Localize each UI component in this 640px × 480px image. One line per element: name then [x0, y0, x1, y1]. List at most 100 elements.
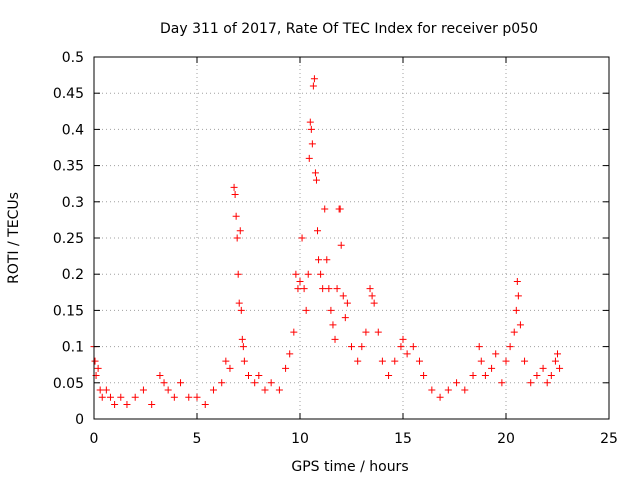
data-point-marker	[319, 285, 327, 293]
data-point-marker	[461, 386, 469, 394]
data-point-marker	[399, 335, 407, 343]
data-point-marker	[436, 393, 444, 401]
data-point-marker	[453, 379, 461, 387]
data-point-marker	[148, 401, 156, 409]
data-point-marker	[333, 285, 341, 293]
data-point-marker	[235, 299, 243, 307]
data-point-marker	[251, 379, 259, 387]
data-point-marker	[516, 321, 524, 329]
plot-frame	[93, 56, 610, 420]
data-point-marker	[218, 379, 226, 387]
y-tick-label: 0.05	[53, 376, 84, 392]
data-point-marker	[428, 386, 436, 394]
data-point-marker	[492, 350, 500, 358]
y-tick-label: 0.15	[53, 303, 84, 319]
data-point-marker	[343, 299, 351, 307]
data-point-marker	[366, 285, 374, 293]
data-point-marker	[311, 169, 319, 177]
data-point-marker	[304, 270, 312, 278]
data-point-marker	[160, 379, 168, 387]
data-point-marker	[374, 328, 382, 336]
data-point-marker	[444, 386, 452, 394]
data-point-marker	[298, 234, 306, 242]
data-point-marker	[362, 328, 370, 336]
data-point-marker	[226, 364, 234, 372]
data-point-marker	[533, 372, 541, 380]
data-point-marker	[317, 270, 325, 278]
data-point-marker	[358, 343, 366, 351]
data-point-marker	[341, 314, 349, 322]
y-tick-label: 0.25	[53, 231, 84, 247]
x-tick-label: 20	[497, 431, 515, 447]
data-point-marker	[292, 270, 300, 278]
axis-ticks: 0 0.05 0.1 0.15 0.2 0.25 0.3 0.35 0.4 0.45 0.5 0 5 10…	[53, 50, 618, 447]
data-point-marker	[201, 401, 209, 409]
y-tick-label: 0	[75, 412, 84, 428]
y-tick-label: 0.5	[62, 50, 84, 66]
data-point-marker	[267, 379, 275, 387]
data-point-marker	[521, 357, 529, 365]
data-point-marker	[111, 401, 119, 409]
data-point-marker	[238, 335, 246, 343]
data-point-marker	[245, 372, 252, 380]
data-point-marker	[391, 357, 399, 365]
data-point-marker	[475, 343, 483, 351]
data-point-marker	[348, 343, 355, 351]
data-point-marker	[237, 306, 245, 314]
data-point-marker	[339, 292, 347, 300]
data-point-marker	[300, 285, 308, 293]
data-point-marker	[385, 372, 393, 380]
data-point-marker	[547, 372, 555, 380]
data-point-marker	[307, 125, 315, 133]
data-point-marker	[96, 386, 104, 394]
data-point-marker	[261, 386, 269, 394]
data-point-marker	[336, 205, 344, 213]
data-point-marker	[294, 285, 302, 293]
data-point-marker	[286, 350, 294, 358]
y-tick-label: 0.4	[62, 122, 84, 138]
data-point-marker	[98, 393, 106, 401]
data-point-marker	[403, 350, 411, 358]
data-point-marker	[323, 256, 331, 264]
data-point-marker	[94, 364, 102, 372]
grid-lines	[93, 56, 610, 420]
data-point-marker	[91, 357, 99, 365]
data-point-marker	[331, 335, 339, 343]
y-tick-label: 0.45	[53, 86, 84, 102]
x-tick-label: 25	[600, 431, 618, 447]
data-point-marker	[378, 357, 386, 365]
data-point-marker	[514, 292, 522, 300]
data-points	[90, 75, 564, 409]
data-point-marker	[239, 343, 247, 351]
data-point-marker	[469, 372, 477, 380]
data-point-marker	[327, 306, 335, 314]
data-point-marker	[420, 372, 428, 380]
y-axis-title: ROTI / TECUs	[6, 192, 22, 284]
chart-title: Day 311 of 2017, Rate Of TEC Index for r…	[160, 21, 538, 37]
data-point-marker	[368, 292, 376, 300]
data-point-marker	[240, 357, 248, 365]
data-point-marker	[296, 277, 304, 285]
data-point-marker	[232, 212, 240, 220]
data-point-marker	[177, 379, 185, 387]
data-point-marker	[506, 343, 514, 351]
data-point-marker	[131, 393, 139, 401]
data-point-marker	[477, 357, 485, 365]
data-point-marker	[502, 357, 510, 365]
data-point-marker	[513, 277, 521, 285]
data-point-marker	[543, 379, 551, 387]
x-tick-label: 10	[291, 431, 309, 447]
data-point-marker	[234, 270, 242, 278]
data-point-marker	[302, 306, 310, 314]
data-point-marker	[337, 241, 345, 249]
y-tick-label: 0.3	[62, 195, 84, 211]
x-tick-label: 5	[193, 431, 202, 447]
data-point-marker	[370, 299, 378, 307]
data-point-marker	[312, 176, 320, 184]
x-tick-label: 0	[90, 431, 99, 447]
data-point-marker	[236, 227, 244, 235]
data-point-marker	[498, 379, 506, 387]
data-point-marker	[282, 364, 290, 372]
data-point-marker	[409, 343, 417, 351]
